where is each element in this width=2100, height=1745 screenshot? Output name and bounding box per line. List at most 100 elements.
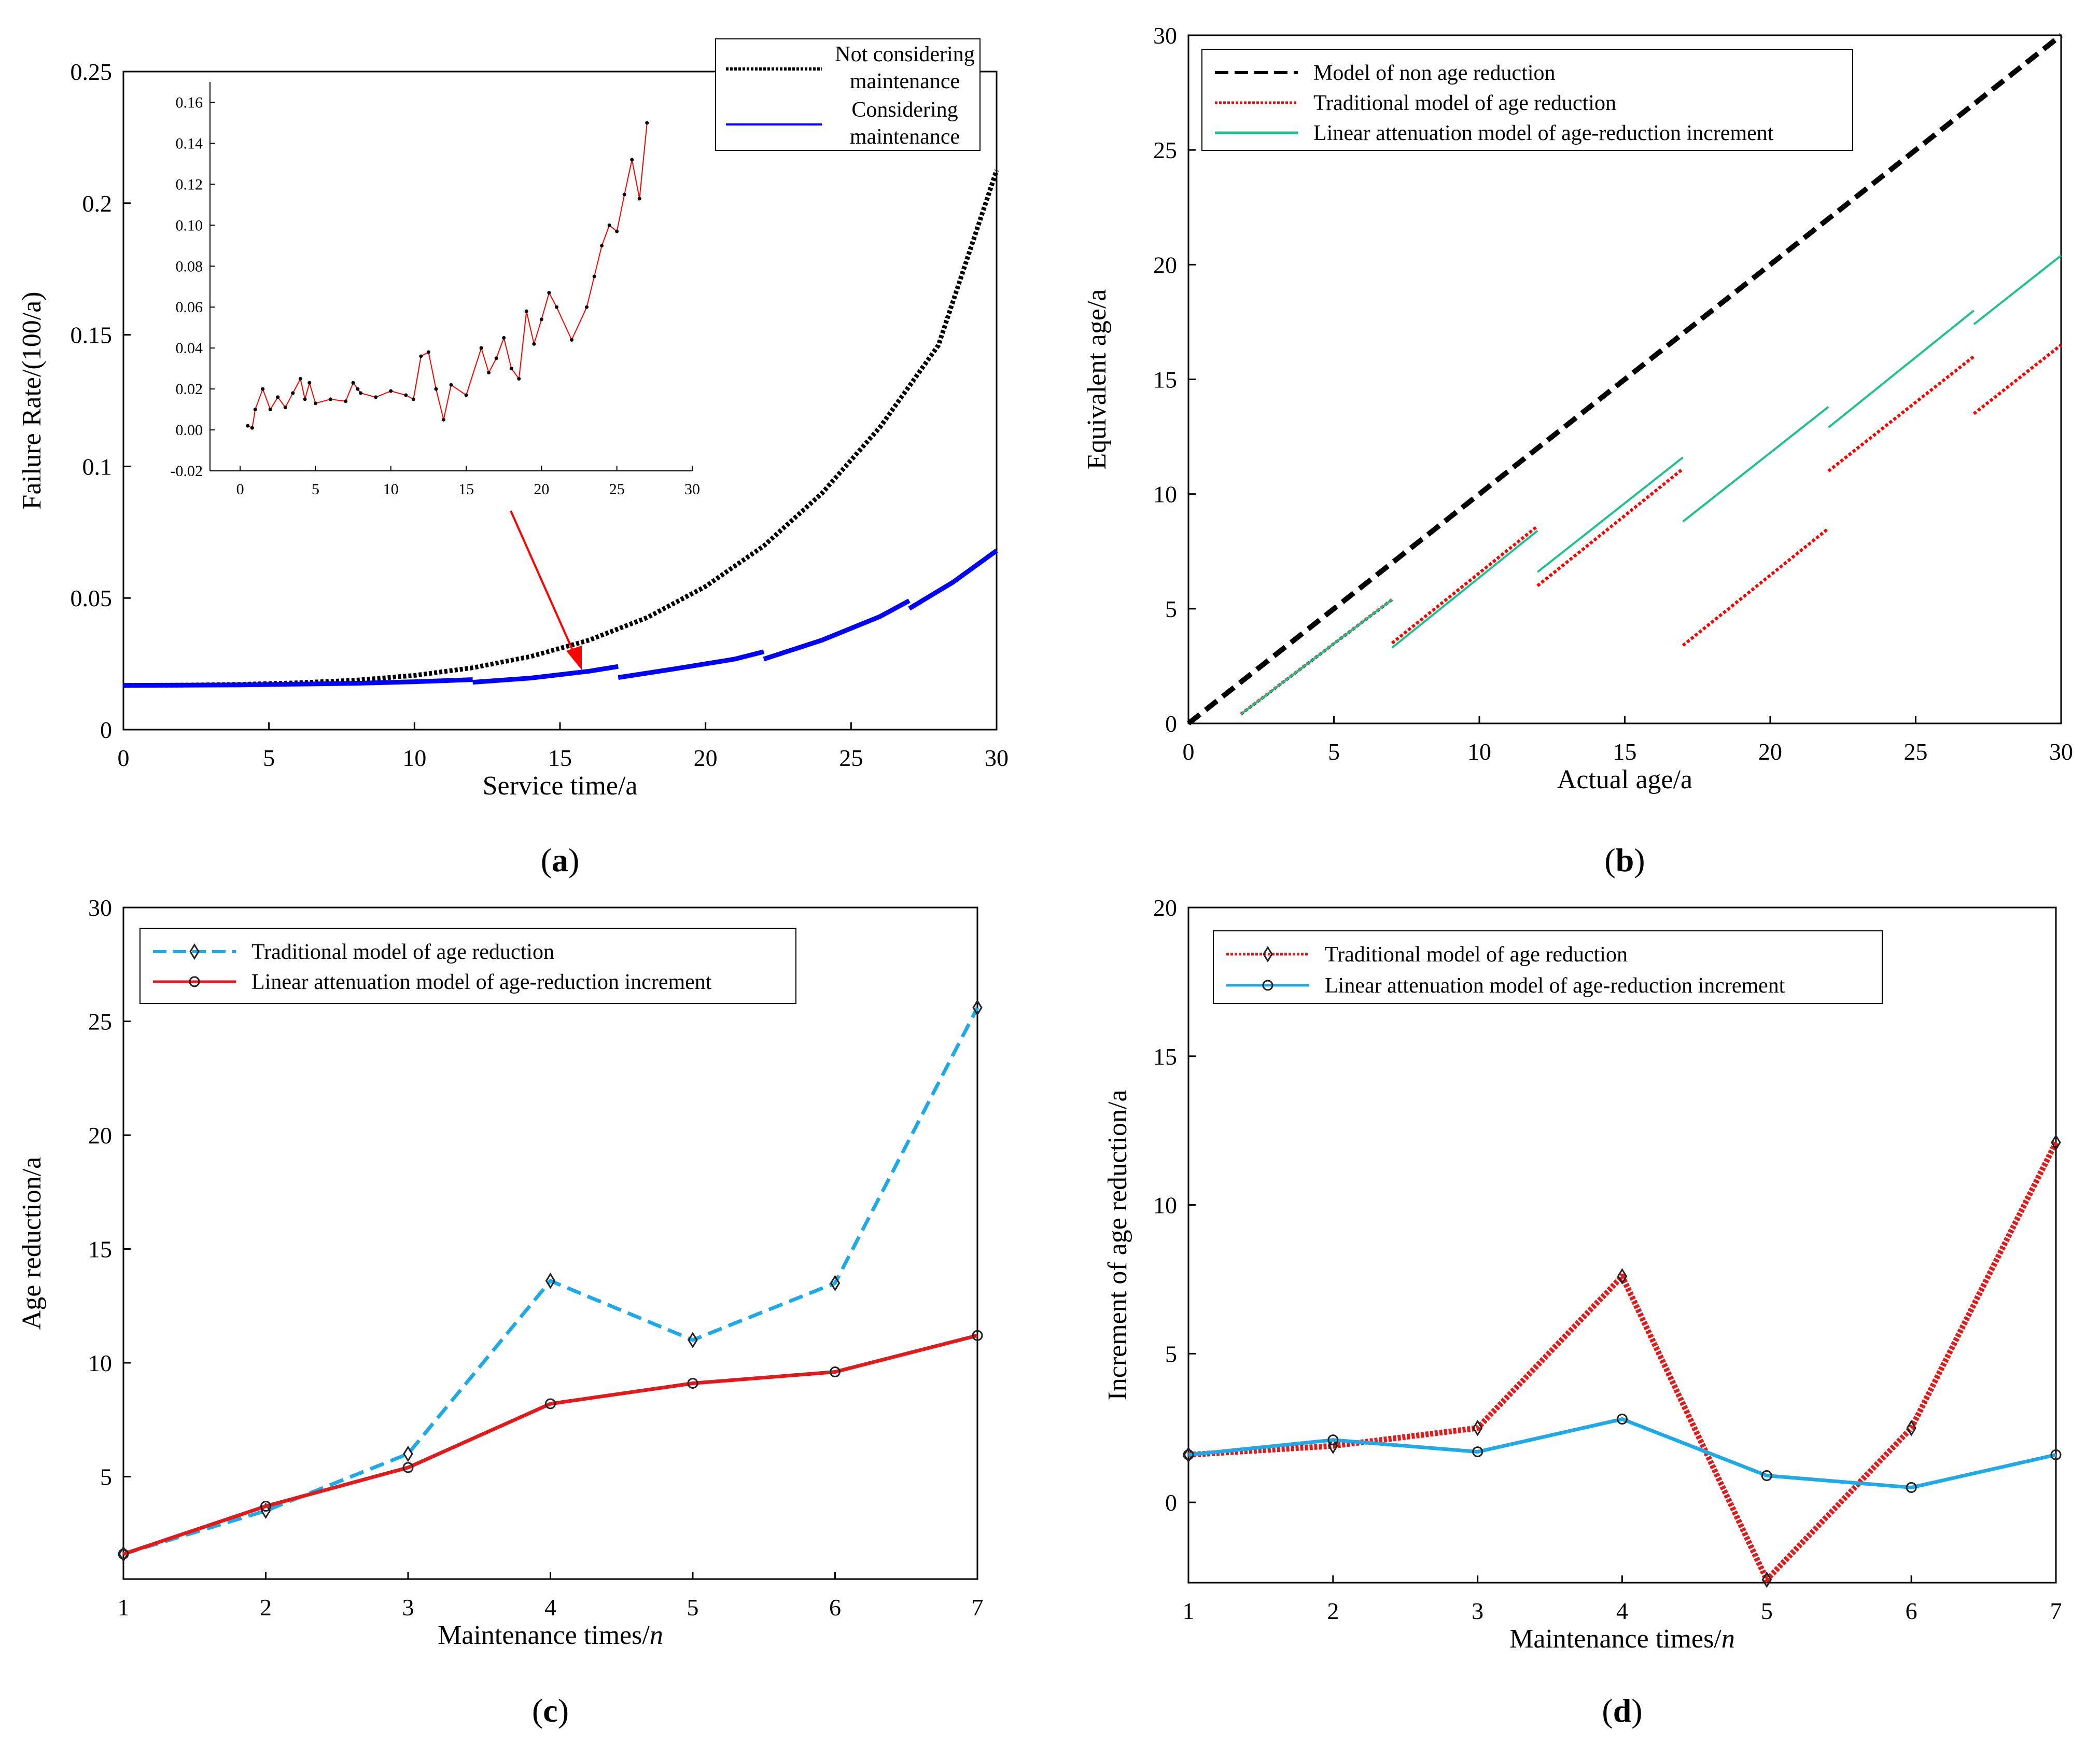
inset-point bbox=[389, 389, 393, 393]
data-point-marker bbox=[972, 1330, 983, 1341]
inset-point bbox=[494, 356, 498, 360]
series-line-segment bbox=[1972, 343, 2062, 415]
legend-marker bbox=[1263, 946, 1273, 962]
panel-label-paren: ) bbox=[568, 842, 579, 878]
panel-d: 1 2 3 4 5 6 7 0 5 10 15 20 Maintenance times/n Increm… bbox=[1103, 895, 2062, 1729]
data-point-marker bbox=[545, 1398, 556, 1409]
plot-frame bbox=[1187, 906, 2057, 1584]
panel-label-paren: ) bbox=[1631, 1692, 1642, 1729]
inset-point bbox=[487, 371, 491, 375]
series-line-segment bbox=[1682, 406, 1829, 523]
y-axis-label: Equivalent age/a bbox=[1082, 289, 1112, 470]
legend-label: Not considering bbox=[835, 43, 974, 66]
inset-point bbox=[517, 376, 521, 381]
inset-point bbox=[359, 391, 363, 395]
y-tick-label: 0 bbox=[100, 717, 112, 743]
series-line-segment bbox=[123, 677, 473, 688]
inset-point bbox=[570, 338, 573, 342]
inset-y-tick-label: 0.06 bbox=[176, 299, 203, 316]
data-point-marker bbox=[972, 999, 983, 1016]
inset-x-tick-label: 15 bbox=[458, 481, 474, 498]
y-axis-label: Failure Rate/(100/a) bbox=[17, 291, 47, 509]
x-tick-label: 1 bbox=[1183, 1598, 1195, 1624]
data-point-marker bbox=[402, 1462, 414, 1473]
y-tick-label: 0 bbox=[1165, 1489, 1177, 1516]
x-tick-label: 15 bbox=[1613, 738, 1637, 765]
series-0 bbox=[1186, 33, 2063, 725]
panel-a: 0 5 10 15 20 25 30 0 0.05 0.1 0.15 0.2 0.25 Service t… bbox=[17, 38, 1009, 878]
inset-point bbox=[547, 291, 551, 295]
inset-y-tick-label: 0.02 bbox=[176, 381, 203, 398]
legend-marker bbox=[189, 976, 200, 987]
inset-point bbox=[600, 244, 604, 248]
x-tick-label: 5 bbox=[1761, 1598, 1773, 1624]
data-point-marker bbox=[687, 1377, 698, 1389]
y-tick-label: 0.1 bbox=[82, 453, 113, 480]
inset-arrow bbox=[510, 510, 582, 670]
inset-point bbox=[246, 424, 250, 428]
panel-label: (b) bbox=[1604, 842, 1645, 878]
inset-point bbox=[356, 387, 360, 391]
series-line-segment bbox=[1240, 598, 1393, 715]
data-point-marker bbox=[688, 1332, 698, 1348]
inset-point bbox=[329, 397, 332, 401]
legend-box bbox=[1213, 930, 1883, 1004]
panel-label-paren: ) bbox=[558, 1692, 569, 1729]
series-line-segment bbox=[908, 549, 998, 611]
inset-point bbox=[374, 395, 378, 399]
series-1 bbox=[1183, 1414, 2062, 1493]
inset-y-tick-label: 0.00 bbox=[176, 422, 203, 439]
x-tick-label: 6 bbox=[1906, 1598, 1917, 1624]
legend-label: maintenance bbox=[850, 125, 960, 149]
y-tick-label: 20 bbox=[1153, 895, 1177, 921]
inset-point bbox=[434, 387, 438, 391]
series-line-segment bbox=[1973, 255, 2062, 325]
inset-y-tick-label: 0.16 bbox=[176, 94, 203, 111]
inset-point bbox=[607, 223, 611, 227]
series-line-segment bbox=[763, 598, 911, 662]
series-line-segment bbox=[1682, 527, 1830, 647]
data-point-marker bbox=[1761, 1571, 1772, 1588]
inset-point bbox=[313, 401, 317, 406]
inset-point bbox=[303, 397, 307, 401]
y-tick-label: 0.2 bbox=[82, 190, 113, 217]
inset-point bbox=[268, 408, 272, 412]
y-tick-label: 25 bbox=[88, 1008, 112, 1035]
inset-point bbox=[622, 192, 626, 197]
series-1 bbox=[118, 1330, 983, 1560]
data-point-marker bbox=[403, 1445, 413, 1462]
x-tick-label: 20 bbox=[694, 745, 718, 771]
x-tick-label: 5 bbox=[687, 1594, 699, 1621]
series-line bbox=[1188, 1417, 2056, 1489]
plot-frame bbox=[122, 71, 998, 731]
x-tick-label: 7 bbox=[2050, 1598, 2062, 1624]
series-2 bbox=[1240, 255, 2062, 715]
legend-label: Linear attenuation model of age-reductio… bbox=[1325, 974, 1785, 998]
data-point-marker bbox=[1617, 1268, 1628, 1285]
inset-point bbox=[351, 381, 355, 385]
inset-point bbox=[441, 417, 445, 422]
inset-x-tick-label: 30 bbox=[684, 481, 700, 498]
x-axis-label-text: Maintenance times/ bbox=[1509, 1624, 1721, 1654]
inset-point bbox=[630, 158, 634, 162]
data-point-marker bbox=[1183, 1449, 1194, 1460]
legend-box bbox=[1201, 49, 1853, 151]
series-1 bbox=[1240, 343, 2062, 716]
inset-point bbox=[585, 305, 589, 309]
x-tick-label: 10 bbox=[1467, 738, 1491, 765]
series-line-segment bbox=[1536, 467, 1684, 587]
series-line-segment bbox=[618, 649, 765, 680]
panel-label-letter: a bbox=[552, 842, 568, 878]
y-tick-label: 15 bbox=[88, 1236, 112, 1262]
y-tick-label: 10 bbox=[1153, 481, 1177, 508]
panel-label: (c) bbox=[532, 1692, 569, 1729]
inset-y-tick-label: 0.04 bbox=[176, 340, 203, 357]
panel-label-letter: d bbox=[1613, 1692, 1632, 1729]
data-point-marker bbox=[830, 1366, 841, 1378]
x-tick-label: 2 bbox=[260, 1594, 272, 1621]
inset-point bbox=[344, 399, 348, 403]
x-axis-label-text: Maintenance times/ bbox=[438, 1621, 650, 1650]
inset-x-tick-label: 20 bbox=[534, 481, 549, 498]
legend-marker bbox=[1262, 980, 1273, 991]
x-tick-label: 3 bbox=[1472, 1598, 1483, 1624]
